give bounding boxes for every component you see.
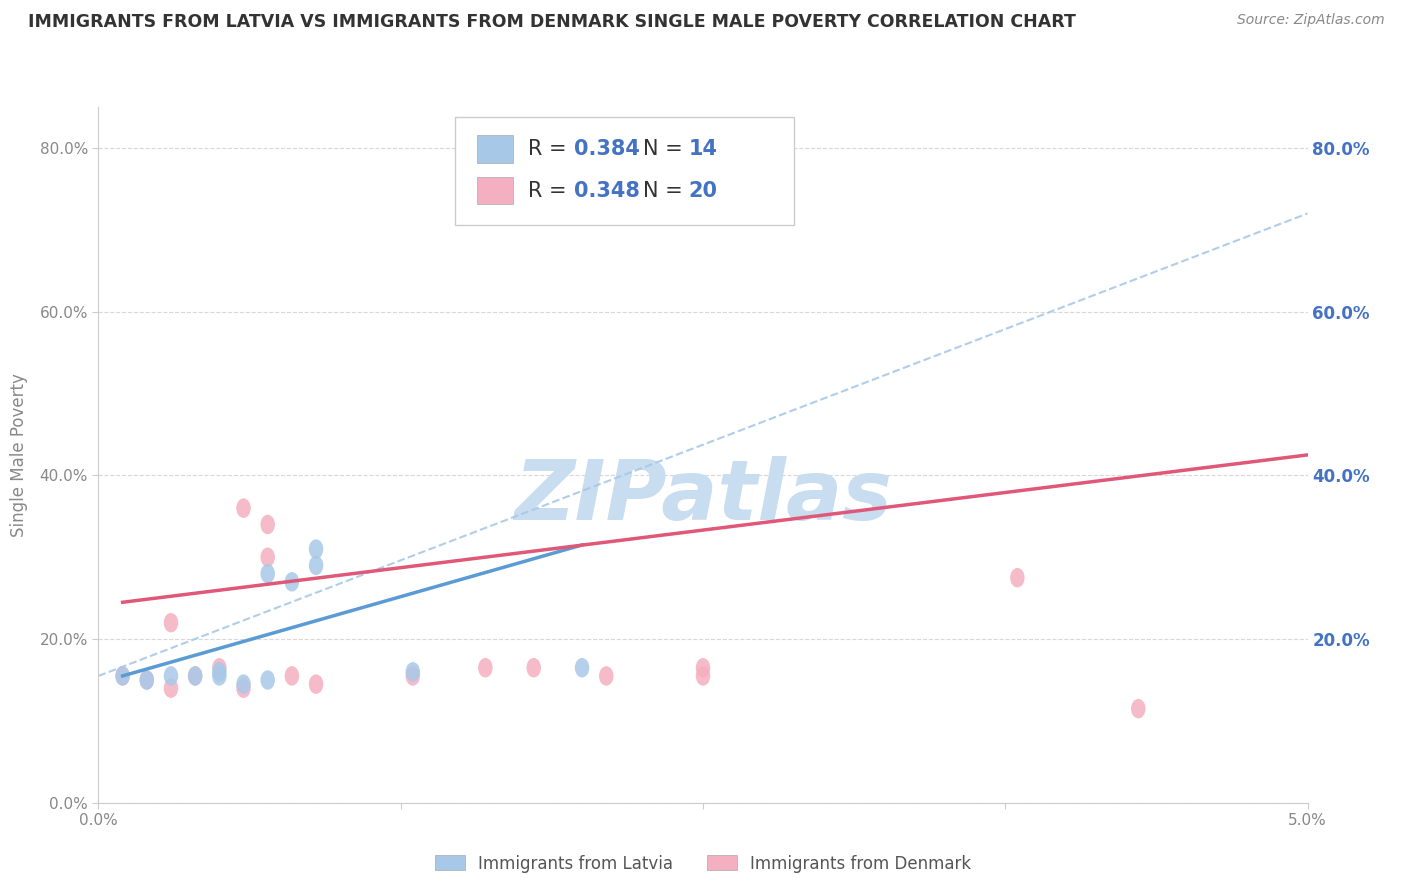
Ellipse shape [212,666,226,686]
FancyBboxPatch shape [456,118,793,226]
Ellipse shape [260,548,276,567]
Ellipse shape [526,658,541,678]
Ellipse shape [139,670,155,690]
Ellipse shape [236,499,250,518]
Ellipse shape [309,540,323,558]
Ellipse shape [1130,699,1146,718]
Ellipse shape [260,515,276,534]
FancyBboxPatch shape [477,177,513,204]
Text: R =: R = [527,139,572,159]
Ellipse shape [212,662,226,681]
Ellipse shape [163,679,179,698]
Ellipse shape [236,679,250,698]
Text: 14: 14 [689,139,717,159]
Ellipse shape [236,674,250,694]
Ellipse shape [478,658,492,678]
Ellipse shape [163,613,179,632]
Text: 0.348: 0.348 [574,180,640,201]
Text: Source: ZipAtlas.com: Source: ZipAtlas.com [1237,13,1385,28]
Text: ZIPatlas: ZIPatlas [515,456,891,537]
Ellipse shape [163,666,179,686]
Ellipse shape [1010,568,1025,588]
Text: R =: R = [527,180,572,201]
Text: IMMIGRANTS FROM LATVIA VS IMMIGRANTS FROM DENMARK SINGLE MALE POVERTY CORRELATIO: IMMIGRANTS FROM LATVIA VS IMMIGRANTS FRO… [28,13,1076,31]
Legend: Immigrants from Latvia, Immigrants from Denmark: Immigrants from Latvia, Immigrants from … [429,848,977,880]
Ellipse shape [405,662,420,681]
Ellipse shape [212,658,226,678]
FancyBboxPatch shape [477,135,513,162]
Ellipse shape [309,556,323,575]
Ellipse shape [696,658,710,678]
Ellipse shape [260,564,276,583]
Ellipse shape [405,666,420,686]
Text: N =: N = [643,180,689,201]
Ellipse shape [188,666,202,686]
Text: N =: N = [643,139,689,159]
Ellipse shape [696,666,710,686]
Ellipse shape [188,666,202,686]
Y-axis label: Single Male Poverty: Single Male Poverty [10,373,28,537]
Ellipse shape [599,666,613,686]
Ellipse shape [309,674,323,694]
Text: 20: 20 [689,180,717,201]
Ellipse shape [115,666,129,686]
Ellipse shape [260,670,276,690]
Text: 0.384: 0.384 [574,139,640,159]
Ellipse shape [284,572,299,591]
Ellipse shape [575,658,589,678]
Ellipse shape [115,666,129,686]
Ellipse shape [284,666,299,686]
Ellipse shape [139,670,155,690]
